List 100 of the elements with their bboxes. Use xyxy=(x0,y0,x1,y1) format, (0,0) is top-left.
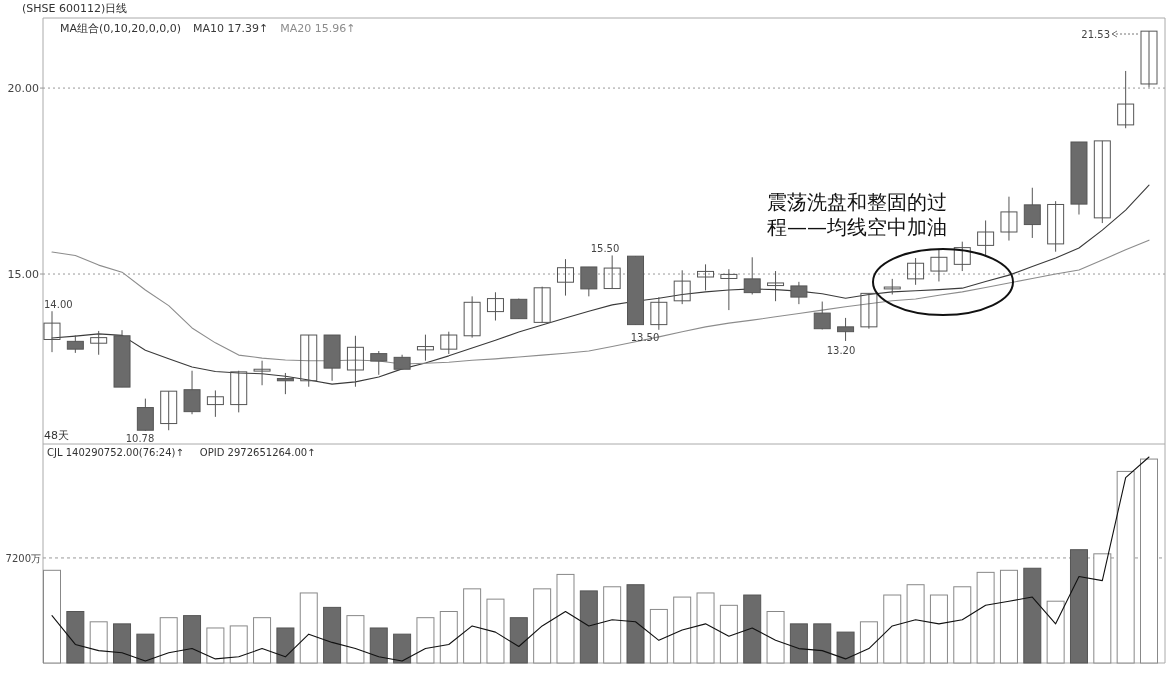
bar xyxy=(859,621,878,664)
bar xyxy=(579,590,598,664)
bar xyxy=(486,598,505,664)
bar xyxy=(136,633,155,664)
bar xyxy=(696,592,715,664)
bar xyxy=(346,615,365,664)
bar xyxy=(113,623,132,664)
bar xyxy=(766,611,785,664)
bar xyxy=(159,617,178,664)
candlestick xyxy=(300,334,318,388)
bar xyxy=(533,588,552,664)
bar xyxy=(929,594,948,664)
bar xyxy=(89,621,108,664)
candlestick xyxy=(486,291,504,322)
bar xyxy=(1140,458,1158,664)
bar xyxy=(976,571,995,664)
bar xyxy=(253,617,272,664)
bar xyxy=(743,594,762,664)
bar xyxy=(393,633,412,664)
candlestick xyxy=(463,295,481,339)
bar xyxy=(66,611,85,664)
bar xyxy=(649,608,668,664)
candlestick xyxy=(206,389,224,418)
candlestick xyxy=(673,269,691,305)
annotation: 13.50 xyxy=(630,332,660,343)
bar xyxy=(883,594,902,664)
bar xyxy=(1023,567,1042,664)
bar xyxy=(626,584,645,664)
candlestick xyxy=(930,248,948,282)
candlestick xyxy=(556,258,574,297)
bar xyxy=(206,627,225,664)
candlestick xyxy=(90,330,108,356)
bar xyxy=(789,623,808,664)
bar xyxy=(719,604,738,664)
annotation: MA20 15.96↑ xyxy=(280,22,356,35)
candlestick xyxy=(1117,70,1135,129)
candlestick xyxy=(977,219,995,256)
bar xyxy=(509,617,528,664)
bar xyxy=(953,586,972,664)
candlestick xyxy=(253,360,271,386)
candlestick xyxy=(183,370,201,415)
candlestick xyxy=(533,286,551,323)
bar xyxy=(1093,553,1112,664)
candlestick xyxy=(813,301,831,330)
annotation: 15.50 xyxy=(590,243,620,254)
bar xyxy=(369,627,388,664)
chart-title: (SHSE 600112)日线 xyxy=(22,2,128,15)
candlestick xyxy=(1047,200,1065,253)
annotation: OPID 2972651264.00↑ xyxy=(199,447,316,458)
candlestick xyxy=(416,334,434,362)
bar xyxy=(836,631,855,664)
bar xyxy=(463,588,482,664)
bar xyxy=(323,606,342,664)
y-tick-label: 15.00 xyxy=(7,268,39,282)
candlestick xyxy=(907,257,925,286)
annotation: 震荡洗盘和整固的过程——均线空中加油 xyxy=(767,190,947,239)
bar xyxy=(276,627,295,664)
candlestick xyxy=(43,310,61,353)
bar xyxy=(813,623,832,664)
candlestick xyxy=(1000,196,1018,242)
annotation: 14.00 xyxy=(44,299,73,310)
candlestick xyxy=(136,398,154,432)
candlestick xyxy=(697,263,715,291)
bar xyxy=(603,586,622,664)
candlestick xyxy=(370,350,388,376)
bar xyxy=(1046,600,1065,664)
bar xyxy=(183,615,202,664)
annotation: 10.78 xyxy=(125,433,155,444)
candlestick xyxy=(837,317,855,342)
candlestick xyxy=(603,254,621,290)
y-tick-label: 20.00 xyxy=(7,82,39,96)
candlestick xyxy=(230,370,248,413)
annotation: MA组合(0,10,20,0,0,0) xyxy=(60,22,182,35)
candlestick xyxy=(160,390,178,431)
candlestick xyxy=(1140,30,1158,88)
bar xyxy=(416,617,435,664)
bar xyxy=(1069,549,1088,664)
candlestick xyxy=(580,266,598,297)
bar xyxy=(906,584,925,664)
bar xyxy=(229,625,248,664)
candlestick xyxy=(743,256,761,295)
annotation: CJL 140290752.00(76:24)↑ xyxy=(47,447,184,458)
candlestick xyxy=(1023,187,1041,239)
bar xyxy=(439,611,458,664)
bar xyxy=(299,592,318,664)
candlestick xyxy=(276,372,294,395)
candlestick xyxy=(440,331,458,355)
annotation: MA10 17.39↑ xyxy=(193,22,269,35)
bar xyxy=(43,569,61,664)
annotation: 48天 xyxy=(44,429,69,442)
candlestick xyxy=(650,296,668,331)
candlestick xyxy=(1093,140,1111,224)
candlestick xyxy=(860,292,878,330)
bar xyxy=(673,596,692,664)
candlestick xyxy=(790,281,808,305)
bar xyxy=(556,573,575,664)
candlestick xyxy=(346,335,364,388)
annotation: 21.53 xyxy=(1081,29,1110,40)
candlestick xyxy=(767,270,785,302)
candlestick xyxy=(953,241,971,272)
